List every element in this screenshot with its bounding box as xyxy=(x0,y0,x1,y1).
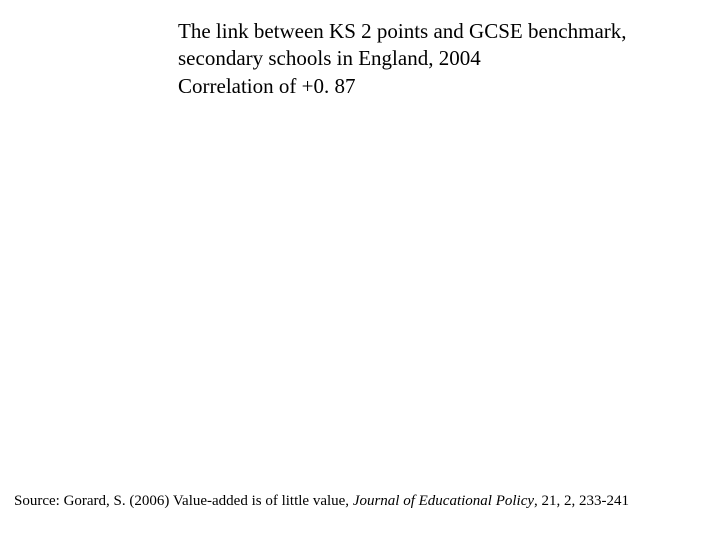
slide-title: The link between KS 2 points and GCSE be… xyxy=(178,18,658,100)
source-suffix: , 21, 2, 233-241 xyxy=(534,493,629,509)
source-prefix: Source: Gorard, S. (2006) Value-added is… xyxy=(14,493,353,509)
title-line-2: secondary schools in England, 2004 xyxy=(178,45,658,72)
title-line-1: The link between KS 2 points and GCSE be… xyxy=(178,18,658,45)
source-citation: Source: Gorard, S. (2006) Value-added is… xyxy=(14,493,706,510)
source-journal-title: Journal of Educational Policy xyxy=(353,493,534,509)
title-line-3: Correlation of +0. 87 xyxy=(178,73,658,100)
